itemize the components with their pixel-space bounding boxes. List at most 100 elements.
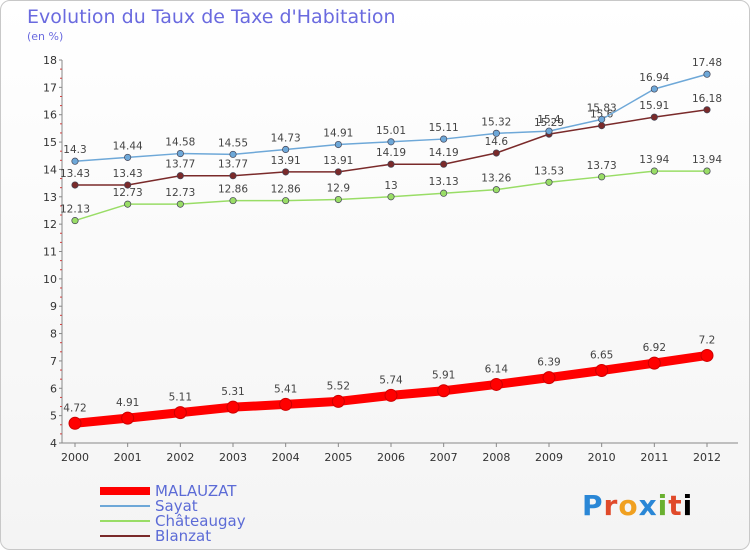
data-point xyxy=(334,168,342,176)
data-label: 13.77 xyxy=(218,159,248,171)
data-label: 13.91 xyxy=(271,155,301,167)
data-point xyxy=(176,150,184,158)
y-tick-label: 6 xyxy=(50,382,57,395)
x-tick-label: 2011 xyxy=(640,451,668,464)
data-point xyxy=(71,157,79,165)
data-label: 14.58 xyxy=(165,137,195,149)
x-tick-label: 2008 xyxy=(482,451,510,464)
data-point xyxy=(489,377,503,391)
data-point xyxy=(71,181,79,189)
data-label: 14.91 xyxy=(323,128,353,140)
data-point xyxy=(282,168,290,176)
y-tick-label: 9 xyxy=(50,300,57,313)
data-label: 13.77 xyxy=(165,159,195,171)
y-tick-label: 7 xyxy=(50,355,57,368)
x-tick-label: 2003 xyxy=(219,451,247,464)
data-point xyxy=(647,356,661,370)
data-label: 4.91 xyxy=(116,397,139,409)
data-point xyxy=(121,411,135,425)
data-label: 6.92 xyxy=(643,342,666,354)
legend-label: Sayat xyxy=(155,497,198,515)
x-tick-label: 2012 xyxy=(693,451,721,464)
y-tick-label: 5 xyxy=(50,410,57,423)
x-tick-label: 2009 xyxy=(535,451,563,464)
data-point xyxy=(650,113,658,121)
data-point xyxy=(545,178,553,186)
y-tick-label: 14 xyxy=(43,163,57,176)
data-point xyxy=(703,70,711,78)
data-label: 15.6 xyxy=(590,109,614,121)
data-point xyxy=(703,167,711,175)
y-tick-label: 12 xyxy=(43,218,57,231)
data-point xyxy=(334,140,342,149)
data-label: 6.39 xyxy=(537,357,560,369)
data-label: 14.44 xyxy=(113,140,143,152)
data-label: 15.32 xyxy=(481,116,511,128)
data-label: 13.26 xyxy=(481,173,511,185)
data-label: 13 xyxy=(384,180,397,192)
legend-label: MALAUZAT xyxy=(155,482,237,500)
legend-swatch xyxy=(100,535,150,537)
data-point xyxy=(229,150,237,158)
data-point xyxy=(387,138,395,146)
y-tick-label: 18 xyxy=(43,54,57,67)
data-point xyxy=(176,200,184,208)
x-tick-label: 2007 xyxy=(430,451,458,464)
data-label: 14.3 xyxy=(63,144,86,156)
x-tick-label: 2010 xyxy=(588,451,616,464)
x-tick-label: 2005 xyxy=(324,451,352,464)
data-label: 15.11 xyxy=(429,122,459,134)
data-label: 14.73 xyxy=(271,132,301,144)
data-point xyxy=(279,397,293,411)
x-tick-label: 2006 xyxy=(377,451,405,464)
data-point xyxy=(124,181,132,189)
data-label: 15.01 xyxy=(376,125,406,137)
data-label: 7.2 xyxy=(699,334,716,346)
data-point xyxy=(492,129,500,137)
data-label: 16.94 xyxy=(639,72,669,84)
data-label: 6.65 xyxy=(590,350,613,362)
data-label: 13.94 xyxy=(639,154,669,166)
data-label: 5.91 xyxy=(432,370,455,382)
legend-swatch xyxy=(100,505,150,507)
data-point xyxy=(595,364,609,378)
data-label: 13.13 xyxy=(429,176,459,188)
data-point xyxy=(176,172,184,180)
data-point xyxy=(650,85,658,93)
data-point xyxy=(384,388,398,402)
data-label: 12.9 xyxy=(327,183,350,195)
data-point xyxy=(492,186,500,194)
y-tick-label: 8 xyxy=(50,328,57,341)
data-point xyxy=(598,173,606,181)
legend-label: Châteaugay xyxy=(155,512,246,530)
y-tick-label: 17 xyxy=(43,81,57,94)
data-point xyxy=(282,197,290,205)
data-label: 12.86 xyxy=(271,184,301,196)
data-point xyxy=(437,384,451,398)
data-point xyxy=(650,167,658,175)
data-label: 4.72 xyxy=(63,402,86,414)
data-label: 13.53 xyxy=(534,165,564,177)
data-label: 14.19 xyxy=(376,147,406,159)
x-tick-label: 2004 xyxy=(272,451,300,464)
chart-title: Evolution du Taux de Taxe d'Habitation xyxy=(27,6,396,28)
data-label: 5.74 xyxy=(379,374,403,386)
data-point xyxy=(387,193,395,201)
data-label: 17.48 xyxy=(692,57,722,69)
proxiti-logo: Proxiti xyxy=(582,489,694,522)
data-point xyxy=(492,149,500,157)
legend-swatch xyxy=(100,487,150,495)
legend-swatch xyxy=(100,520,150,522)
data-point xyxy=(700,348,714,362)
data-point xyxy=(440,135,448,143)
data-label: 15.83 xyxy=(587,102,617,114)
data-label: 15.91 xyxy=(639,100,669,112)
legend-label: Blanzat xyxy=(155,527,212,545)
y-tick-label: 16 xyxy=(43,109,57,122)
data-point xyxy=(440,189,448,197)
data-point xyxy=(68,416,82,430)
data-point xyxy=(703,106,711,114)
data-label: 13.43 xyxy=(113,168,143,180)
data-label: 15.29 xyxy=(534,117,564,129)
